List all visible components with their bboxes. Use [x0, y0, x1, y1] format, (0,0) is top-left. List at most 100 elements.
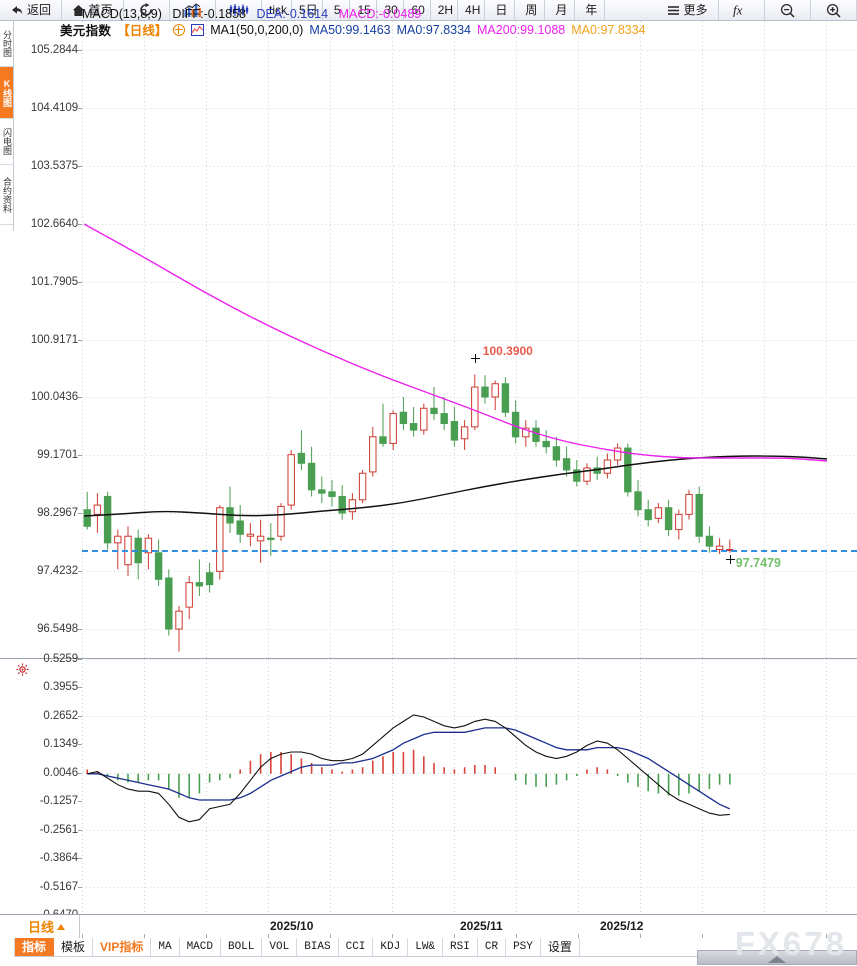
x-axis-tick: [764, 934, 765, 939]
more-button-label: 更多: [683, 3, 708, 17]
horizontal-scrollbar[interactable]: [697, 950, 857, 965]
tab-settings[interactable]: 设置: [540, 938, 580, 957]
tab-macd[interactable]: MACD: [179, 938, 221, 957]
macd-dea-line: [87, 727, 731, 810]
price-axis-label: 96.5498: [37, 623, 78, 636]
settings-sun-icon[interactable]: [16, 663, 29, 676]
ma50-line: [83, 455, 828, 517]
grid-line-vertical: [268, 659, 269, 915]
grid-line-vertical: [702, 21, 703, 658]
price-axis-label: 105.2844: [30, 43, 78, 56]
price-axis-label: 98.2967: [37, 507, 78, 520]
tab-kdj[interactable]: KDJ: [373, 938, 409, 957]
candlestick-button[interactable]: [216, 0, 262, 20]
period-5day-button[interactable]: 5日: [292, 0, 323, 20]
back-button[interactable]: 返回: [0, 0, 62, 20]
period-selector[interactable]: 日线: [14, 915, 80, 938]
period-2h-button-label: 2H: [437, 3, 454, 17]
macd-axis-label: 0.3955: [43, 681, 78, 694]
grid-line-vertical: [826, 659, 827, 915]
tab-boll[interactable]: BOLL: [220, 938, 263, 957]
tab-cr[interactable]: CR: [477, 938, 507, 957]
x-axis: 日线 2025/10 2025/11 2025/12: [0, 914, 857, 940]
period-2h-button[interactable]: 2H: [431, 0, 459, 20]
grid-line-vertical: [144, 659, 145, 915]
tab-ma[interactable]: MA: [151, 938, 180, 957]
macd-axis-tick: [78, 659, 82, 660]
grid-line-horizontal: [82, 830, 857, 831]
tab-indicator[interactable]: 指标: [14, 938, 55, 957]
sidebar-item-flash[interactable]: 闪电图: [0, 119, 13, 165]
x-axis-tick: [268, 934, 269, 939]
tick-button[interactable]: tick: [262, 0, 292, 20]
more-button[interactable]: 更多: [657, 0, 719, 20]
refresh-button[interactable]: [124, 0, 170, 20]
chart-type-button[interactable]: [170, 0, 216, 20]
grid-line-vertical: [392, 21, 393, 658]
mini-chart-icon: [191, 23, 205, 36]
period-4h-button[interactable]: 4H: [458, 0, 486, 20]
tab-cci[interactable]: CCI: [338, 938, 374, 957]
grid-line-vertical: [516, 659, 517, 915]
grid-line-vertical: [454, 21, 455, 658]
price-plot-area[interactable]: 100.390096.210997.7479: [82, 21, 857, 658]
macd-y-axis: 0.5259 0.3955 0.2652 0.1349 0.0046 -0.1257 -0.…: [0, 653, 82, 921]
period-year-button[interactable]: 年: [575, 0, 606, 20]
grid-line-vertical: [330, 659, 331, 915]
home-icon: [72, 4, 85, 17]
period-30min-button[interactable]: 30: [377, 0, 404, 20]
ma-formula: MA1(50,0,200,0): [210, 22, 304, 37]
period-week-button[interactable]: 周: [515, 0, 546, 20]
period-60min-button[interactable]: 60: [404, 0, 431, 20]
x-axis-tick: [454, 934, 455, 939]
zoom-out-button[interactable]: [765, 0, 811, 20]
macd-axis-label: -0.3864: [39, 852, 78, 865]
sidebar-item-timeshare[interactable]: 分时图: [0, 21, 13, 67]
macd-axis-label: 0.2652: [43, 709, 78, 722]
tab-vip-indicator[interactable]: VIP指标: [93, 938, 152, 957]
grid-line-vertical: [640, 21, 641, 658]
macd-plot-area[interactable]: [82, 659, 857, 915]
add-indicator-icon[interactable]: [173, 23, 186, 36]
fx-function-button[interactable]: fx: [719, 0, 765, 20]
x-axis-tick: [640, 934, 641, 939]
macd-axis-label: 0.0046: [43, 766, 78, 779]
period-15min-button[interactable]: 15: [350, 0, 377, 20]
price-axis-tick: [78, 224, 82, 225]
high-price-label: 100.3900: [482, 344, 533, 359]
grid-line-horizontal: [82, 166, 857, 167]
sidebar-item-contract[interactable]: 合约资料: [0, 165, 13, 225]
period-year-button-label: 年: [585, 3, 598, 17]
back-button-label: 返回: [26, 3, 51, 17]
tab-vol[interactable]: VOL: [262, 938, 298, 957]
macd-axis-tick: [78, 830, 82, 831]
grid-line-horizontal: [82, 50, 857, 51]
period-day-button[interactable]: 日: [485, 0, 516, 20]
zoom-in-button[interactable]: [811, 0, 857, 20]
macd-pane: 0.5259 0.3955 0.2652 0.1349 0.0046 -0.1257 -0.…: [0, 653, 857, 921]
tab-lwr[interactable]: LW&: [408, 938, 444, 957]
chevron-up-icon: [57, 923, 65, 930]
home-button[interactable]: 首页: [62, 0, 124, 20]
macd-axis-tick: [78, 801, 82, 802]
tab-psy[interactable]: PSY: [506, 938, 541, 957]
price-axis-tick: [78, 340, 82, 341]
tab-bias[interactable]: BIAS: [297, 938, 339, 957]
x-axis-label: 2025/12: [600, 919, 644, 933]
chart-header-legend: 美元指数 【日线】 MA1(50,0,200,0) MA50:99.1463 M…: [60, 21, 652, 39]
top-toolbar: 返回 首页 tick 5日 5 15 30 60 2H 4H 日 周 月 年 更多 fx: [0, 0, 857, 21]
grid-line-vertical: [702, 659, 703, 915]
period-5min-button[interactable]: 5: [323, 0, 350, 20]
macd-diff-line: [87, 714, 730, 823]
x-axis-tick: [826, 934, 827, 939]
macd-axis-label: -0.1257: [39, 795, 78, 808]
price-axis-tick: [78, 282, 82, 283]
tab-template[interactable]: 模板: [54, 938, 94, 957]
period-month-button[interactable]: 月: [545, 0, 576, 20]
period-label: 【日线】: [117, 24, 168, 38]
sidebar-item-kline[interactable]: K线图: [0, 67, 13, 119]
tab-rsi[interactable]: RSI: [443, 938, 478, 957]
x-axis-tick: [144, 934, 145, 939]
fx-icon: fx: [733, 3, 751, 17]
